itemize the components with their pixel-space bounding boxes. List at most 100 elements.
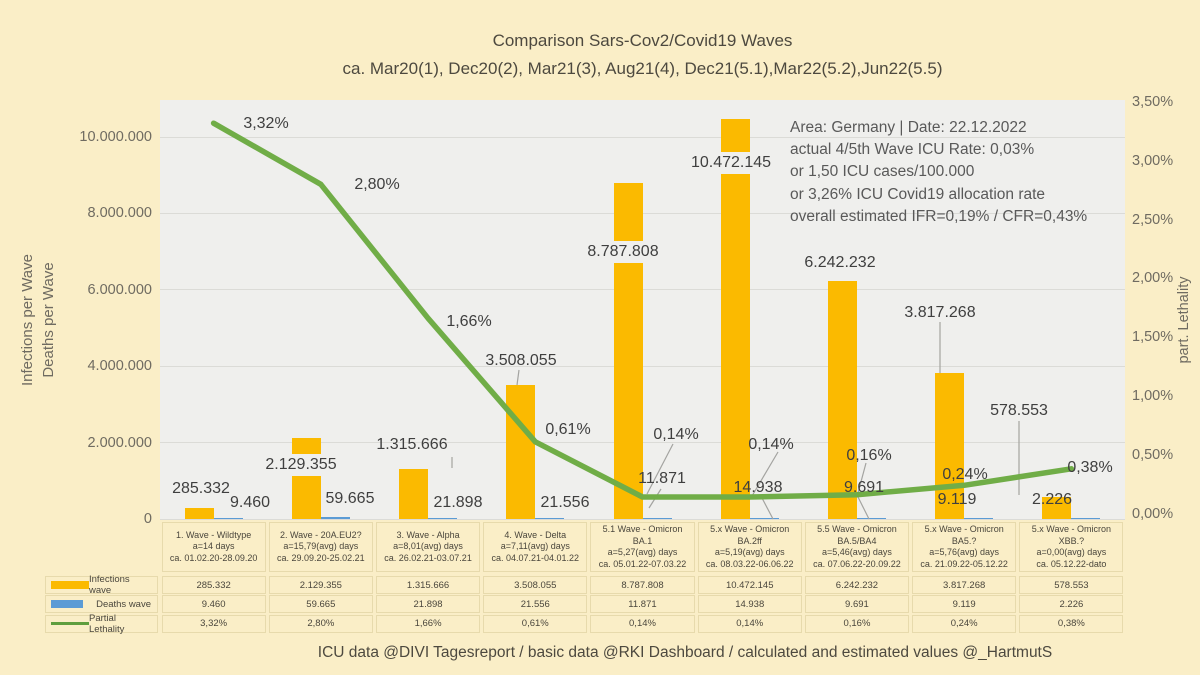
deaths-bar (535, 518, 565, 519)
category-label-line: 5.1 Wave - Omicron (602, 524, 683, 534)
table-value-infections: 3.508.055 (483, 576, 588, 594)
table-value-lethality: 0,24% (912, 614, 1017, 633)
deaths-bar (642, 518, 672, 519)
infections-value-label: 3.508.055 (485, 352, 557, 369)
lethality-value-label: 0,61% (545, 421, 591, 438)
deaths-legend-swatch (51, 600, 83, 609)
infections-value-label: 10.472.145 (684, 152, 778, 174)
category-label-line: ca. 07.06.22-20.09.22 (813, 558, 901, 569)
category-label-line: a=5,19(avg) days (714, 547, 785, 557)
annotation-line: actual 4/5th Wave ICU Rate: 0,03% (790, 141, 1035, 159)
infections-bar (184, 508, 214, 519)
table-value-lethality: 0,14% (590, 614, 695, 633)
deaths-bar (320, 516, 350, 519)
deaths-bar (428, 518, 458, 519)
category-label-line: BA.1 (632, 535, 653, 546)
infections-legend-label: Infections wave (89, 574, 130, 596)
deaths-bar (1071, 518, 1101, 519)
category-label: 2. Wave - 20A.EU2? a=15,79(avg) days ca. 2… (268, 522, 373, 572)
deaths-value-label: 9.460 (229, 494, 271, 511)
deaths-value-label: 9.691 (843, 479, 885, 496)
infections-bar (506, 384, 536, 519)
right-axis-tick: 1,00% (1132, 387, 1174, 404)
table-value-lethality: 2,80% (268, 614, 373, 633)
category-label: 5.x Wave - Omicron XBB.? a=0,00(avg) days c… (1019, 522, 1124, 572)
category-label-line: a=14 days (192, 541, 235, 552)
category-label-line: ca. 21.09.22-05.12.22 (920, 558, 1008, 569)
table-value-lethality: 0,38% (1019, 614, 1124, 633)
category-label: 5.5 Wave - Omicron BA.5/BA4 a=5,46(avg) da… (804, 522, 910, 572)
table-value-infections: 2.129.355 (268, 576, 373, 594)
table-value-deaths: 2.226 (1019, 595, 1124, 614)
category-label: 5.x Wave - Omicron BA.2ff a=5,19(avg) days… (697, 522, 802, 572)
deaths-value-label: 21.556 (540, 494, 590, 511)
category-label-line: 5.5 Wave - Omicron (817, 524, 897, 534)
lethality-value-label: 0,14% (748, 436, 794, 453)
category-label: 5.1 Wave - Omicron BA.1 a=5,27(avg) days ca… (590, 522, 695, 572)
table-value-lethality: 0,14% (697, 614, 802, 633)
annotation-line: or 1,50 ICU cases/100.000 (790, 163, 975, 181)
category-label-line: 5.x Wave - Omicron (710, 524, 790, 534)
category-label-line: 3. Wave - Alpha (396, 529, 460, 540)
deaths-bar (213, 518, 243, 519)
infections-value-label: 8.787.808 (581, 241, 665, 263)
infections-value-label: 6.242.232 (804, 254, 876, 271)
table-value-lethality: 0,16% (804, 614, 910, 633)
table-value-lethality: 0,61% (483, 614, 588, 633)
category-label-line: ca. 08.03.22-06.06.22 (705, 558, 794, 569)
infections-value-label: 285.332 (172, 480, 230, 497)
right-axis-tick: 1,50% (1132, 329, 1174, 346)
category-label-line: BA.2ff (737, 535, 762, 546)
left-axis-tick: 0 (143, 511, 152, 527)
table-value-deaths: 14.938 (697, 595, 802, 614)
category-label-line: 4. Wave - Delta (504, 529, 567, 540)
category-label-line: 5.x Wave - Omicron (924, 524, 1004, 534)
category-label-line: a=15,79(avg) days (283, 541, 359, 552)
annotation-line: or 3,26% ICU Covid19 allocation rate (790, 185, 1046, 203)
infections-bar (1042, 496, 1072, 519)
lethality-value-label: 1,66% (446, 313, 492, 330)
left-axis-tick: 2.000.000 (87, 434, 152, 451)
infections-bar (720, 118, 750, 519)
gridline (160, 365, 1125, 367)
category-label: 4. Wave - Delta a=7,11(avg) days ca. 04.07… (483, 522, 588, 572)
category-label: 5.x Wave - Omicron BA5.? a=5,76(avg) days c… (912, 522, 1017, 572)
category-label-line: ca. 04.07.21-04.01.22 (491, 552, 580, 563)
left-axis-tick: 6.000.000 (87, 281, 152, 298)
table-value-deaths: 59.665 (268, 595, 373, 614)
table-value-infections: 578.553 (1019, 576, 1124, 594)
annotation-line: Area: Germany | Date: 22.12.2022 (790, 119, 1027, 136)
infections-bar (399, 468, 429, 519)
table-value-infections: 1.315.666 (375, 576, 481, 594)
table-value-lethality: 3,32% (161, 614, 266, 633)
legend-row-infections: Infections wave (45, 574, 158, 596)
footer-credits: ICU data @DIVI Tagesreport / basic data … (317, 644, 1053, 661)
deaths-value-label: 14.938 (733, 479, 783, 496)
lethality-value-label: 2,80% (354, 176, 400, 193)
deaths-bar (964, 518, 994, 519)
category-label-line: a=8,01(avg) days (393, 541, 463, 552)
chart-subtitle: ca. Mar20(1), Dec20(2), Mar21(3), Aug21(… (342, 59, 943, 78)
category-label-line: a=5,76(avg) days (929, 547, 1000, 557)
right-axis-tick: 2,50% (1132, 211, 1174, 228)
lethality-value-label: 0,24% (942, 466, 988, 483)
right-axis-tick: 0,50% (1132, 446, 1174, 463)
deaths-bar (856, 518, 886, 519)
category-label-line: XBB.? (1058, 535, 1085, 546)
right-axis-tick: 0,00% (1132, 505, 1174, 522)
left-axis-tick: 8.000.000 (87, 205, 152, 222)
table-value-infections: 6.242.232 (804, 576, 910, 594)
table-value-deaths: 21.556 (483, 595, 588, 614)
category-label-line: a=0,00(avg) days (1036, 547, 1107, 557)
category-label-line: ca. 01.02.20-28.09.20 (169, 552, 258, 563)
infections-value-label: 3.817.268 (904, 304, 976, 321)
deaths-bar (749, 518, 779, 519)
table-value-deaths: 9.460 (161, 595, 266, 614)
category-label-line: ca. 29.09.20-25.02.21 (277, 552, 365, 563)
lethality-value-label: 0,14% (653, 426, 699, 443)
left-axis-title-line2: Deaths per Wave (40, 262, 57, 378)
table-value-infections: 8.787.808 (590, 576, 695, 594)
category-label-line: ca. 05.12.22-dato (1036, 558, 1107, 569)
category-label-line: a=5,27(avg) days (607, 547, 678, 557)
annotation-box: Area: Germany | Date: 22.12.2022 actual … (790, 117, 1087, 228)
